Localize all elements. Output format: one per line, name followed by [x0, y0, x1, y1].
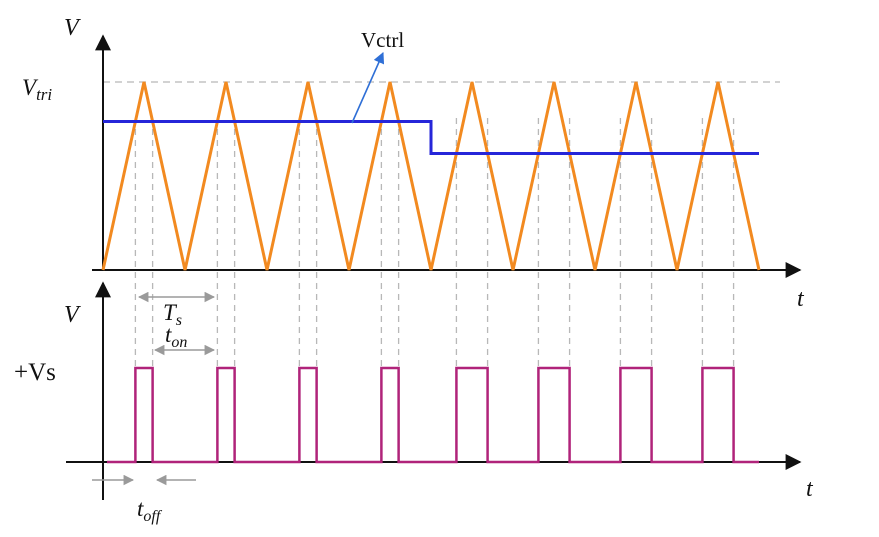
- bottom-t-axis-label: t: [806, 476, 814, 502]
- top-t-axis-label: t: [797, 286, 805, 312]
- ts-subscript: s: [176, 312, 182, 329]
- top-v-axis-label: V: [64, 15, 81, 41]
- triangle-carrier-wave: [101, 81, 761, 271]
- vtri-subscript: tri: [36, 85, 52, 104]
- vtri-label: Vtri: [22, 75, 52, 104]
- ts-label: Ts: [163, 300, 182, 329]
- vctrl-pointer-arrow: [351, 51, 385, 124]
- ts-main: T: [163, 300, 178, 325]
- toff-main: t: [137, 496, 144, 521]
- toff-label: toff: [137, 496, 163, 525]
- ton-main: t: [165, 322, 172, 347]
- ton-subscript: on: [171, 334, 187, 351]
- ton-label: ton: [165, 322, 187, 351]
- control-voltage-line: [103, 119, 759, 155]
- guide-lines: [103, 81, 780, 462]
- vs-level-label: +Vs: [14, 359, 56, 386]
- bottom-v-axis-label: V: [64, 302, 81, 328]
- vtri-main: V: [22, 75, 39, 100]
- pwm-output-wave: [107, 366, 759, 464]
- toff-subscript: off: [143, 508, 162, 525]
- vctrl-label: Vctrl: [361, 28, 404, 52]
